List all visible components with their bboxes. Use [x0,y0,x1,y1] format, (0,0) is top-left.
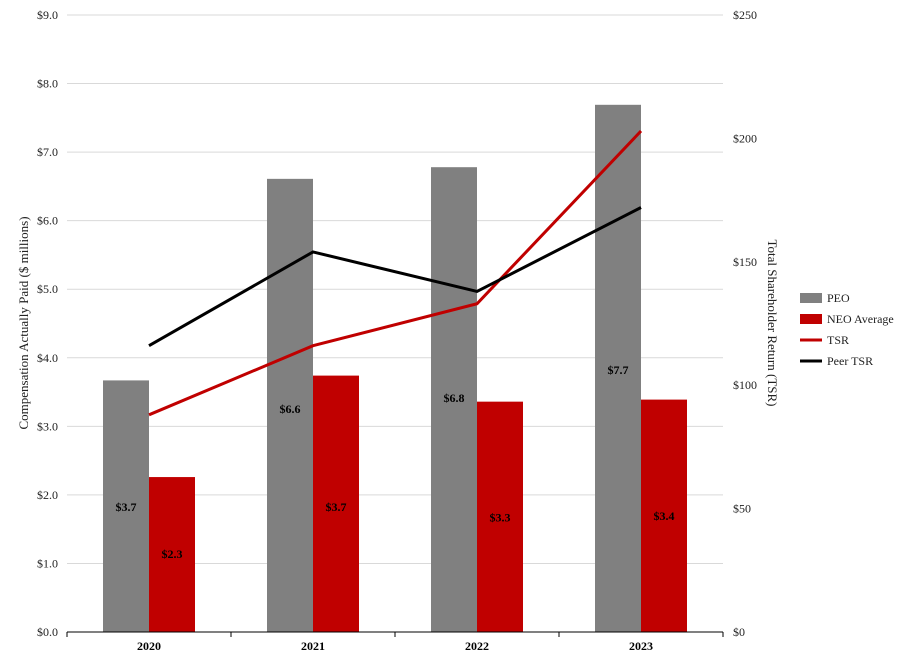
bar-peo [431,167,477,632]
right-tick-label: $100 [733,378,757,392]
left-tick-label: $3.0 [37,419,58,433]
x-tick-label: 2023 [629,639,653,653]
legend-swatch [800,293,822,303]
bar-data-label: $3.3 [490,511,511,525]
left-tick-label: $7.0 [37,145,58,159]
line-tsr [148,129,643,417]
right-tick-label: $0 [733,625,745,639]
x-tick-label: 2020 [137,639,161,653]
right-tick-label: $150 [733,255,757,269]
right-axis-title: Total Shareholder Return (TSR) [765,240,780,407]
left-tick-label: $0.0 [37,625,58,639]
bar-data-label: $7.7 [608,363,629,377]
legend-label: NEO Average [827,312,894,326]
data-labels: $3.7 $6.6 $6.8 $7.7 $2.3 $3.7 $3.3 $3.4 [116,363,675,561]
right-tick-label: $250 [733,8,757,22]
left-tick-label: $9.0 [37,8,58,22]
bar-data-label: $6.6 [280,402,301,416]
lines [148,129,643,417]
bar-peo [103,380,149,632]
bar-data-label: $2.3 [162,547,183,561]
left-tick-label: $1.0 [37,556,58,570]
bar-neo-average [313,375,359,632]
bar-data-label: $3.7 [116,500,137,514]
left-tick-label: $4.0 [37,351,58,365]
bar-peo [595,104,641,632]
left-tick-label: $2.0 [37,488,58,502]
bar-neo-average [641,399,687,632]
legend-swatch [800,314,822,324]
left-axis-title: Compensation Actually Paid ($ millions) [16,216,31,429]
bar-neo-average [149,477,195,632]
x-tick-label: 2022 [465,639,489,653]
bar-peo [267,178,313,632]
left-tick-label: $6.0 [37,214,58,228]
left-tick-label: $5.0 [37,282,58,296]
left-tick-label: $8.0 [37,77,58,91]
legend: PEO NEO Average TSR Peer TSR [800,291,894,368]
line-peer-tsr [148,206,642,348]
axes: $0.0 $1.0 $2.0 $3.0 $4.0 $5.0 $6.0 $7.0 $8.0 $9.0… [37,8,757,653]
legend-label: PEO [827,291,850,305]
legend-label: Peer TSR [827,354,873,368]
right-tick-label: $50 [733,502,751,516]
bars [103,104,687,632]
bar-data-label: $6.8 [444,391,465,405]
right-tick-label: $200 [733,131,757,145]
legend-label: TSR [827,333,849,347]
bar-data-label: $3.4 [654,509,675,523]
bar-neo-average [477,401,523,632]
x-tick-label: 2021 [301,639,325,653]
bar-data-label: $3.7 [326,500,347,514]
